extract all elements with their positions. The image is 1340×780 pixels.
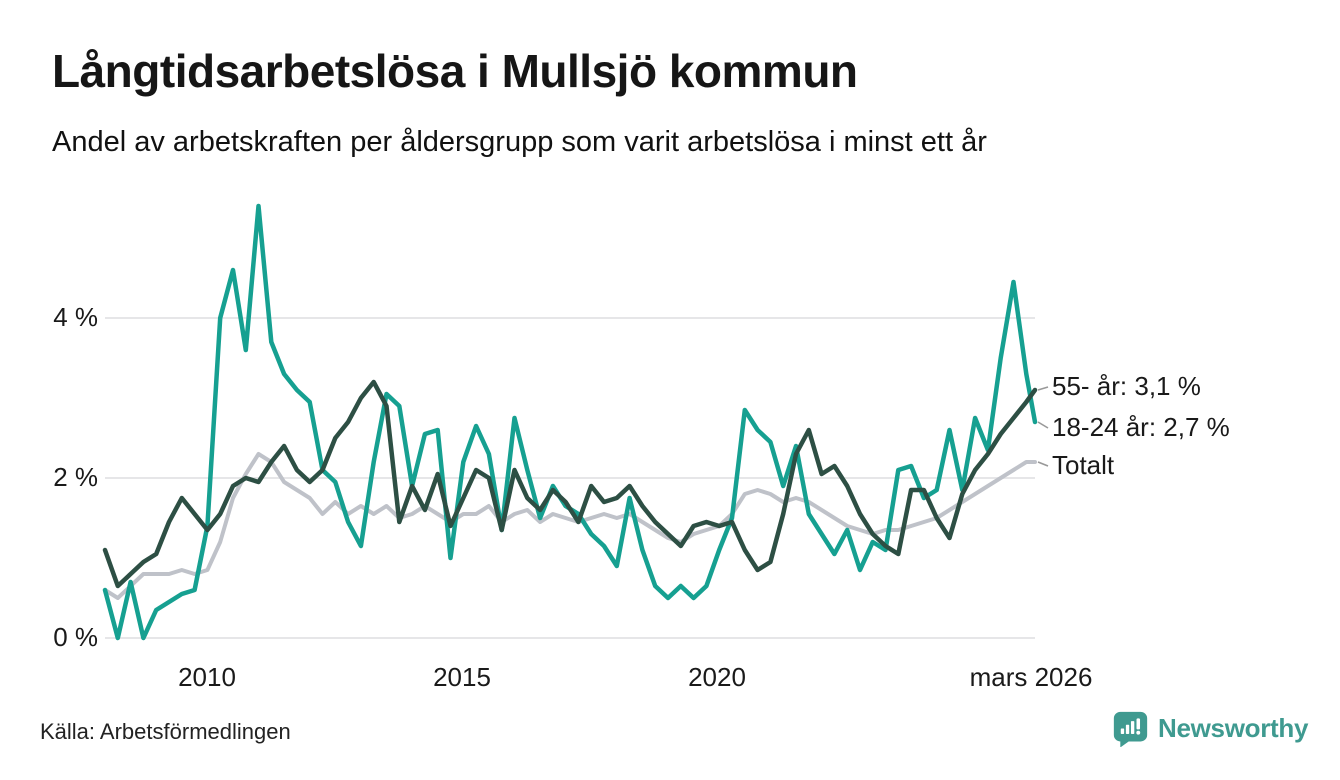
y-axis-tick-2: 2 %	[53, 462, 98, 492]
x-axis-tick-2010: 2010	[178, 662, 236, 692]
newsworthy-logo: Newsworthy	[1112, 710, 1309, 748]
series-label-55-ar: 55- år: 3,1 %	[1052, 371, 1201, 401]
chart-subtitle: Andel av arbetskraften per åldersgrupp s…	[52, 126, 987, 158]
page-title: Långtidsarbetslösa i Mullsjö kommun	[52, 45, 858, 97]
newsworthy-bubble-chart-icon	[1112, 710, 1149, 748]
y-axis-tick-0: 0 %	[53, 622, 98, 652]
newsworthy-wordmark: Newsworthy	[1158, 713, 1309, 743]
x-axis-tick-2015: 2015	[433, 662, 491, 692]
source-credit: Källa: Arbetsförmedlingen	[40, 719, 291, 744]
series-label-18-24-ar: 18-24 år: 2,7 %	[1052, 412, 1230, 442]
x-axis-tick-2020: 2020	[688, 662, 746, 692]
y-axis-tick-4: 4 %	[53, 302, 98, 332]
x-axis-tick-mars-2026: mars 2026	[969, 662, 1093, 692]
series-label-totalt: Totalt	[1052, 450, 1115, 480]
